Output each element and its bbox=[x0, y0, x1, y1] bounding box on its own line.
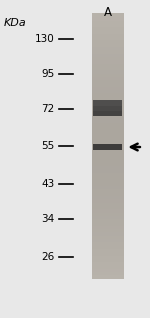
Bar bbox=[92, 179, 124, 183]
Bar bbox=[92, 73, 124, 77]
Bar bbox=[92, 33, 124, 37]
Bar bbox=[92, 53, 124, 57]
Text: A: A bbox=[104, 6, 112, 19]
Bar bbox=[92, 43, 124, 47]
Bar bbox=[92, 83, 124, 87]
Bar bbox=[92, 119, 124, 123]
Bar bbox=[92, 238, 124, 242]
Bar bbox=[92, 60, 124, 64]
Bar bbox=[92, 93, 124, 97]
Bar bbox=[92, 50, 124, 54]
Bar bbox=[92, 209, 124, 213]
Bar bbox=[92, 142, 124, 146]
Bar bbox=[92, 159, 124, 163]
Bar bbox=[92, 222, 124, 226]
Bar bbox=[92, 123, 124, 127]
Bar bbox=[93, 106, 123, 111]
Bar bbox=[92, 275, 124, 279]
Bar bbox=[92, 229, 124, 232]
Bar bbox=[92, 262, 124, 266]
Bar bbox=[92, 202, 124, 206]
Bar bbox=[92, 133, 124, 136]
Bar bbox=[92, 126, 124, 130]
Text: 95: 95 bbox=[41, 69, 54, 79]
Bar bbox=[92, 265, 124, 269]
Bar bbox=[92, 272, 124, 275]
Bar bbox=[92, 255, 124, 259]
Bar bbox=[92, 189, 124, 193]
Bar bbox=[92, 27, 124, 31]
Bar bbox=[92, 215, 124, 219]
Bar bbox=[92, 156, 124, 160]
Bar bbox=[92, 242, 124, 246]
Bar bbox=[92, 13, 124, 17]
Bar bbox=[92, 205, 124, 209]
Bar bbox=[92, 37, 124, 40]
Bar bbox=[92, 17, 124, 21]
Bar bbox=[92, 56, 124, 60]
Text: 72: 72 bbox=[41, 104, 54, 114]
Bar bbox=[93, 144, 123, 150]
Bar bbox=[92, 66, 124, 70]
Text: KDa: KDa bbox=[4, 18, 26, 28]
Bar bbox=[92, 96, 124, 100]
Bar bbox=[92, 218, 124, 223]
Bar bbox=[92, 149, 124, 153]
Bar bbox=[92, 248, 124, 252]
Text: 55: 55 bbox=[41, 142, 54, 151]
Bar bbox=[92, 166, 124, 169]
Text: 43: 43 bbox=[41, 179, 54, 189]
Bar bbox=[92, 70, 124, 73]
Bar bbox=[93, 100, 123, 106]
Bar bbox=[92, 162, 124, 166]
Bar bbox=[92, 199, 124, 203]
Bar bbox=[92, 106, 124, 110]
Bar bbox=[92, 20, 124, 24]
Bar bbox=[92, 100, 124, 103]
Bar bbox=[92, 192, 124, 196]
Bar bbox=[93, 111, 123, 116]
Bar bbox=[92, 176, 124, 179]
Bar bbox=[92, 169, 124, 173]
Bar bbox=[92, 245, 124, 249]
Bar bbox=[92, 109, 124, 113]
Bar bbox=[92, 89, 124, 93]
Bar bbox=[92, 46, 124, 51]
Bar bbox=[92, 212, 124, 216]
Bar bbox=[92, 139, 124, 143]
Bar bbox=[92, 30, 124, 34]
Text: 130: 130 bbox=[34, 34, 54, 44]
Bar bbox=[92, 252, 124, 256]
Bar bbox=[92, 225, 124, 229]
Bar bbox=[92, 152, 124, 156]
Bar bbox=[92, 268, 124, 272]
Bar bbox=[92, 136, 124, 140]
Bar bbox=[92, 63, 124, 67]
Bar bbox=[92, 232, 124, 236]
Bar bbox=[92, 185, 124, 190]
Bar bbox=[92, 23, 124, 27]
Bar bbox=[92, 40, 124, 44]
Bar bbox=[92, 258, 124, 262]
Bar bbox=[92, 113, 124, 117]
Bar bbox=[92, 195, 124, 199]
Bar bbox=[92, 235, 124, 239]
Bar bbox=[92, 129, 124, 133]
Bar bbox=[92, 14, 124, 279]
Bar bbox=[92, 86, 124, 90]
Text: 26: 26 bbox=[41, 252, 54, 262]
Bar bbox=[92, 103, 124, 107]
Bar bbox=[92, 146, 124, 150]
Bar bbox=[92, 80, 124, 84]
Bar bbox=[92, 172, 124, 176]
Text: 34: 34 bbox=[41, 214, 54, 224]
Bar bbox=[92, 76, 124, 80]
Bar bbox=[92, 116, 124, 120]
Bar bbox=[92, 182, 124, 186]
